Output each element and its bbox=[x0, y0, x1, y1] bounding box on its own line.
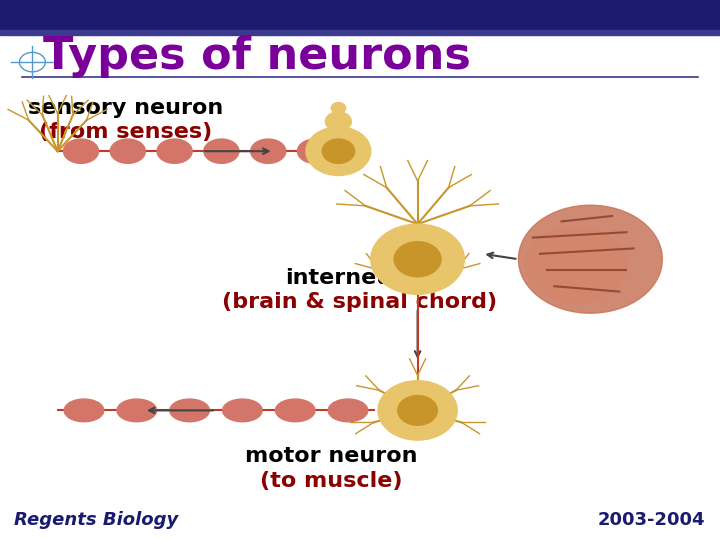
Text: interneuron: interneuron bbox=[285, 268, 435, 288]
Circle shape bbox=[397, 395, 438, 426]
Text: (brain & spinal chord): (brain & spinal chord) bbox=[222, 292, 498, 313]
Ellipse shape bbox=[110, 139, 145, 163]
Ellipse shape bbox=[328, 399, 368, 422]
Circle shape bbox=[306, 127, 371, 176]
Text: (from senses): (from senses) bbox=[40, 122, 212, 143]
Text: 2003-2004: 2003-2004 bbox=[598, 511, 706, 529]
Ellipse shape bbox=[63, 139, 99, 163]
Circle shape bbox=[371, 224, 464, 294]
Circle shape bbox=[378, 381, 457, 440]
Circle shape bbox=[526, 227, 626, 302]
Ellipse shape bbox=[170, 399, 210, 422]
Circle shape bbox=[518, 205, 662, 313]
Ellipse shape bbox=[297, 139, 333, 163]
Circle shape bbox=[331, 103, 346, 113]
Ellipse shape bbox=[204, 139, 239, 163]
Text: Regents Biology: Regents Biology bbox=[14, 511, 179, 529]
Bar bbox=[0, 0, 720, 30]
Ellipse shape bbox=[222, 399, 262, 422]
Ellipse shape bbox=[157, 139, 192, 163]
Text: sensory neuron: sensory neuron bbox=[28, 98, 224, 118]
Text: motor neuron: motor neuron bbox=[245, 446, 418, 467]
Ellipse shape bbox=[251, 139, 286, 163]
Circle shape bbox=[323, 139, 354, 163]
Ellipse shape bbox=[117, 399, 157, 422]
Bar bbox=[0, 30, 720, 35]
Circle shape bbox=[395, 241, 441, 276]
Circle shape bbox=[325, 112, 351, 131]
Text: (to muscle): (to muscle) bbox=[260, 470, 402, 491]
Text: Types of neurons: Types of neurons bbox=[43, 35, 471, 78]
Ellipse shape bbox=[64, 399, 104, 422]
Ellipse shape bbox=[276, 399, 315, 422]
